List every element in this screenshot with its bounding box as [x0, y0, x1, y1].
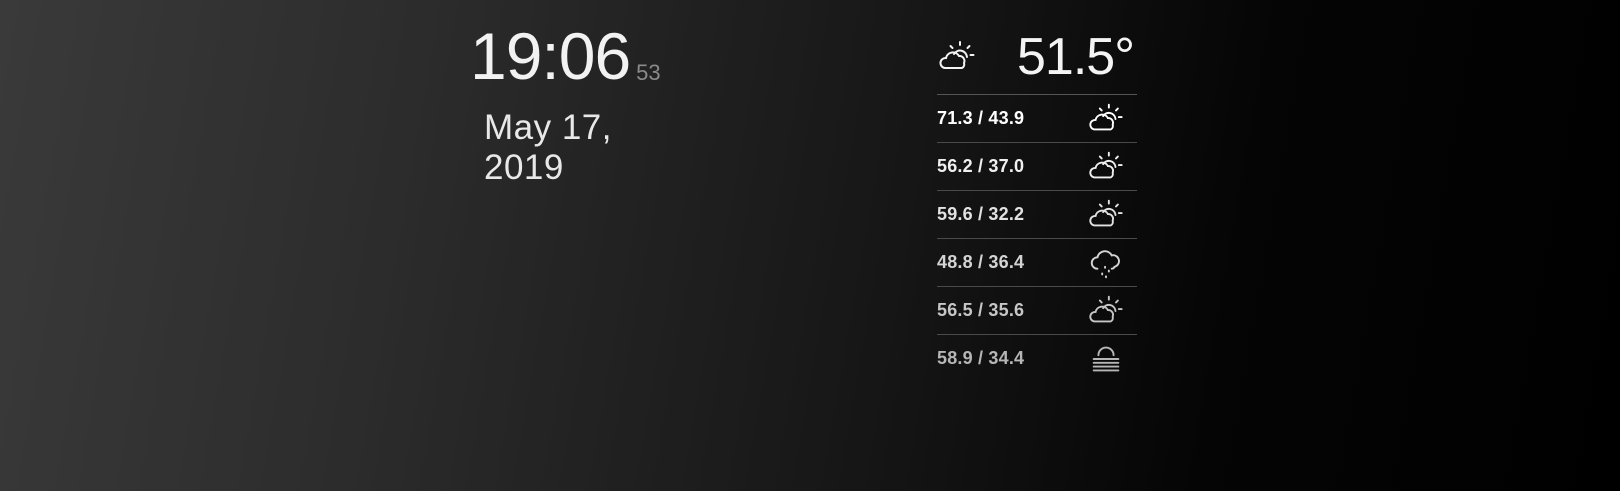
forecast-row: 71.3 / 43.9 — [937, 95, 1137, 143]
clock-time: 19:06 — [470, 19, 631, 93]
forecast-row: 56.2 / 37.0 — [937, 143, 1137, 191]
partly-cloudy-day-icon — [1087, 292, 1125, 330]
current-temperature: 51.5° — [1017, 28, 1135, 86]
clock-seconds: 53 — [636, 60, 661, 85]
forecast-range: 71.3 / 43.9 — [937, 108, 1025, 128]
forecast-row: 48.8 / 36.4 — [937, 239, 1137, 287]
partly-cloudy-day-icon — [1087, 148, 1125, 186]
forecast-list: 71.3 / 43.9 56.2 / 37.0 59.6 / 32.2 — [937, 94, 1137, 382]
forecast-range: 48.8 / 36.4 — [937, 252, 1025, 272]
forecast-range: 58.9 / 34.4 — [937, 348, 1025, 368]
forecast-range: 59.6 / 32.2 — [937, 204, 1025, 224]
rain-cloud-icon — [1087, 244, 1125, 282]
forecast-range: 56.2 / 37.0 — [937, 156, 1025, 176]
fog-icon — [1087, 340, 1125, 378]
partly-cloudy-day-icon — [1087, 196, 1125, 234]
forecast-range: 56.5 / 35.6 — [937, 300, 1025, 320]
forecast-row: 59.6 / 32.2 — [937, 191, 1137, 239]
partly-cloudy-day-icon — [937, 37, 977, 77]
clock-date: May 17, 2019 — [484, 108, 612, 187]
time-row: 19:06 53 — [470, 20, 700, 92]
forecast-row: 56.5 / 35.6 — [937, 287, 1137, 335]
current-weather: 51.5° — [937, 22, 1137, 92]
clock-module: 19:06 53 May 17, 2019 — [470, 20, 700, 188]
weather-module: 51.5° 71.3 / 43.9 56.2 / 37.0 — [937, 22, 1137, 382]
forecast-row: 58.9 / 34.4 — [937, 335, 1137, 382]
partly-cloudy-day-icon — [1087, 100, 1125, 138]
